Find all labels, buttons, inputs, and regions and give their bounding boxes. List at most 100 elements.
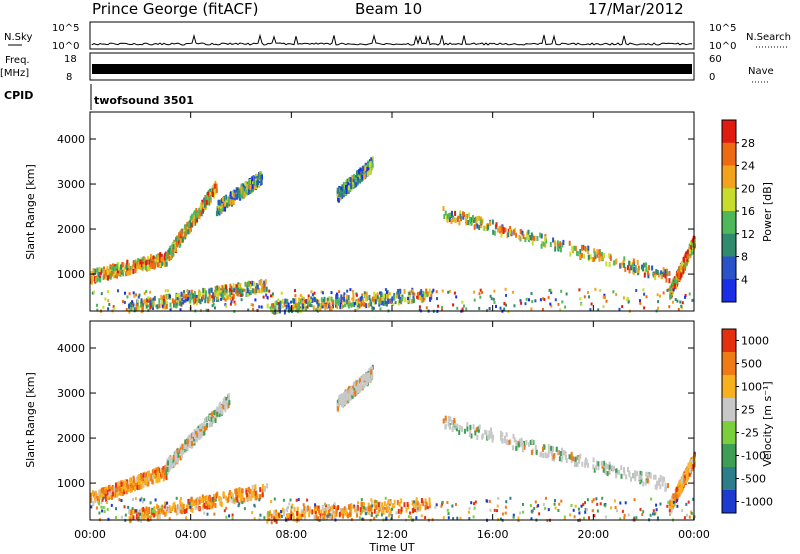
data-cell [348, 512, 351, 518]
data-cell [310, 290, 313, 294]
data-cell [319, 305, 322, 311]
data-cell [574, 504, 577, 508]
data-cell [165, 510, 168, 516]
data-cell [633, 267, 636, 272]
data-cell [98, 511, 101, 515]
data-cell [495, 222, 498, 228]
colorbar-segment [722, 421, 736, 445]
data-cell [682, 476, 685, 482]
data-cell [419, 291, 422, 297]
data-cell [209, 188, 212, 194]
data-cell [258, 280, 261, 286]
data-cell [596, 502, 599, 506]
data-cell [442, 206, 445, 212]
data-cell [160, 256, 163, 262]
data-cell [662, 267, 665, 272]
data-cell [470, 501, 473, 505]
data-cell [202, 424, 205, 430]
data-cell [211, 192, 214, 197]
data-cell [497, 496, 500, 500]
data-cell [183, 290, 185, 294]
data-cell [361, 168, 364, 174]
data-cell [378, 299, 381, 305]
data-cell [603, 253, 606, 258]
data-cell [242, 187, 245, 193]
data-cell [105, 274, 108, 280]
data-cell [672, 300, 674, 304]
data-cell [155, 304, 158, 308]
data-cell [550, 445, 553, 451]
data-cell [228, 514, 231, 518]
data-cell [120, 267, 123, 273]
data-cell [530, 232, 533, 238]
data-cell [320, 515, 323, 521]
data-cell [325, 509, 328, 513]
data-cell [163, 298, 166, 304]
data-cell [365, 375, 367, 381]
data-cell [147, 308, 150, 312]
data-cell [263, 487, 266, 492]
data-cell [359, 378, 361, 384]
data-cell [474, 216, 477, 222]
y-tick-label: 1000 [57, 268, 85, 281]
data-cell [165, 252, 168, 258]
data-cell [243, 497, 246, 503]
data-cell [192, 431, 195, 437]
data-cell [476, 223, 479, 229]
data-cell [261, 283, 263, 289]
data-cell [336, 399, 339, 405]
data-cell [286, 507, 289, 513]
data-cell [130, 302, 132, 307]
data-cell [372, 306, 375, 310]
data-cell [181, 237, 184, 243]
data-cell [183, 447, 186, 453]
data-cell [580, 302, 583, 306]
data-cell [90, 505, 93, 509]
data-cell [146, 476, 149, 482]
data-cell [338, 302, 340, 306]
data-cell [324, 303, 327, 307]
data-cell [246, 186, 248, 192]
data-cell [145, 303, 148, 309]
data-cell [243, 507, 246, 511]
data-cell [517, 442, 520, 448]
data-cell [187, 435, 190, 441]
data-cell [338, 290, 341, 294]
data-cell [233, 499, 236, 502]
data-cell [407, 515, 410, 519]
data-cell [360, 296, 363, 301]
data-cell [475, 427, 478, 433]
data-cell [216, 491, 219, 497]
data-cell [355, 293, 358, 297]
data-cell [333, 511, 336, 516]
data-cell [428, 288, 431, 294]
data-cell [417, 292, 419, 297]
data-cell [206, 504, 209, 510]
data-cell [400, 498, 403, 504]
data-cell [509, 225, 512, 231]
data-cell [213, 193, 216, 199]
data-cell [682, 256, 685, 262]
data-cell [529, 504, 532, 507]
data-cell [306, 498, 309, 502]
data-cell [247, 486, 250, 492]
data-cell [519, 228, 522, 234]
data-cell [223, 509, 226, 513]
data-cell [615, 259, 618, 265]
colorbar-tick-label: 28 [741, 137, 755, 150]
data-cell [199, 299, 202, 305]
data-cell [406, 502, 409, 507]
data-cell [190, 289, 193, 295]
data-cell [156, 511, 159, 516]
data-cell [425, 306, 428, 310]
data-cell [366, 380, 369, 386]
data-cell [330, 296, 333, 302]
data-cell [300, 299, 303, 305]
data-cell [343, 396, 346, 402]
data-cell [314, 505, 316, 509]
data-cell [132, 498, 134, 501]
x-tick-label: 08:00 [275, 528, 307, 541]
data-cell [123, 505, 126, 509]
data-cell [219, 208, 222, 214]
data-cell [556, 450, 559, 456]
